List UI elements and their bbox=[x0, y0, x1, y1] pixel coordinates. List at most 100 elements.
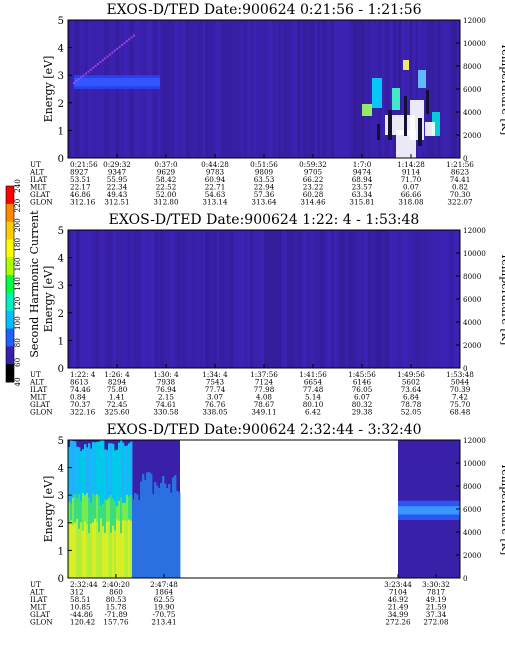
row-label-glat: GLAT bbox=[30, 190, 50, 199]
table-cell: 15.78 bbox=[106, 603, 127, 612]
colorbar-tick-label: 200 bbox=[13, 218, 22, 232]
noise-stripe bbox=[230, 20, 234, 158]
table-cell: 9809 bbox=[255, 168, 274, 177]
table-cell: 7124 bbox=[255, 378, 274, 387]
noise-stripe bbox=[387, 20, 391, 158]
y-tick-label: 3 bbox=[58, 281, 64, 292]
spectrogram-panel-2: EXOS-D/TED Date:900624 1:22: 4 - 1:53:48… bbox=[5, 179, 505, 417]
spectrum-peak bbox=[98, 531, 101, 578]
noise-stripe bbox=[362, 20, 366, 158]
noise-stripe bbox=[143, 230, 147, 368]
spectrogram-image bbox=[68, 440, 460, 578]
table-cell: 80.10 bbox=[303, 400, 324, 409]
noise-stripe bbox=[261, 230, 265, 368]
noise-stripe bbox=[250, 230, 254, 368]
table-cell: 68.48 bbox=[450, 408, 471, 417]
y2-tick-label: 2000 bbox=[463, 551, 482, 560]
spectrum-column bbox=[160, 482, 163, 578]
table-cell: 325.60 bbox=[104, 408, 130, 417]
y2-tick-label: 12000 bbox=[463, 226, 486, 235]
noise-stripe bbox=[454, 20, 458, 158]
table-cell: 70.37 bbox=[70, 400, 91, 409]
noise-stripe bbox=[264, 20, 268, 158]
spectrum-peak bbox=[94, 518, 97, 578]
noise-stripe bbox=[387, 230, 391, 368]
noise-stripe bbox=[90, 230, 94, 368]
noise-stripe bbox=[384, 230, 388, 368]
y2-tick-label: 6000 bbox=[463, 505, 482, 514]
table-cell: 66.22 bbox=[303, 175, 324, 184]
noise-stripe bbox=[163, 20, 167, 158]
noise-stripe bbox=[415, 230, 419, 368]
table-cell: 7.42 bbox=[452, 393, 468, 402]
spectrum-column bbox=[162, 475, 165, 578]
noise-stripe bbox=[272, 230, 276, 368]
noise-stripe bbox=[157, 230, 161, 368]
colorbar-segment bbox=[6, 310, 14, 330]
diagonal-speckle bbox=[109, 53, 111, 56]
noise-stripe bbox=[378, 230, 382, 368]
noise-stripe bbox=[236, 20, 240, 158]
noise-stripe bbox=[73, 230, 77, 368]
table-cell: 7543 bbox=[206, 378, 225, 387]
noise-stripe bbox=[348, 230, 352, 368]
table-cell: 80.32 bbox=[352, 400, 373, 409]
spectrum-column bbox=[154, 482, 157, 578]
table-cell: 2:40:20 bbox=[102, 580, 130, 589]
table-cell: 23.22 bbox=[303, 183, 324, 192]
noise-stripe bbox=[264, 230, 268, 368]
noise-stripe bbox=[395, 230, 399, 368]
noise-stripe bbox=[219, 20, 223, 158]
noise-stripe bbox=[451, 230, 455, 368]
noise-stripe bbox=[367, 20, 371, 158]
noise-stripe bbox=[199, 230, 203, 368]
noise-stripe bbox=[370, 230, 374, 368]
diagonal-speckle bbox=[92, 66, 95, 69]
noise-stripe bbox=[196, 20, 200, 158]
noise-stripe bbox=[191, 230, 195, 368]
spectrum-column bbox=[148, 472, 151, 578]
colorbar-tick-label: 60 bbox=[13, 357, 22, 367]
noise-stripe bbox=[182, 20, 186, 158]
table-cell: 53.51 bbox=[70, 175, 91, 184]
spectrum-peak bbox=[116, 519, 119, 578]
table-cell: 1:21:56 bbox=[446, 160, 474, 169]
colorbar-tick-label: 180 bbox=[13, 238, 22, 252]
table-cell: 78.78 bbox=[401, 400, 422, 409]
table-cell: 73.64 bbox=[401, 385, 422, 394]
y-tick-label: 2 bbox=[58, 309, 64, 320]
spectrum-peak bbox=[108, 521, 111, 578]
spectrum-peak bbox=[82, 530, 85, 578]
noise-stripe bbox=[356, 20, 360, 158]
noise-stripe bbox=[98, 230, 102, 368]
y-tick-label: 0 bbox=[58, 154, 64, 165]
noise-stripe bbox=[219, 230, 223, 368]
colorbar-segment bbox=[6, 257, 14, 276]
table-cell: 349.11 bbox=[251, 408, 276, 417]
row-label-mlt: MLT bbox=[30, 393, 47, 402]
noise-stripe bbox=[331, 230, 335, 368]
diagonal-speckle bbox=[130, 36, 133, 39]
noise-stripe bbox=[429, 20, 433, 158]
table-cell: 2:47:48 bbox=[150, 580, 178, 589]
noise-stripe bbox=[328, 20, 332, 158]
spectrum-peak bbox=[72, 524, 75, 578]
colorbar-tick-label: 240 bbox=[13, 179, 22, 193]
noise-stripe bbox=[194, 20, 198, 158]
table-cell: 9629 bbox=[157, 168, 176, 177]
table-cell: 52.00 bbox=[156, 190, 177, 199]
noise-stripe bbox=[286, 20, 290, 158]
y-tick-label: 0 bbox=[58, 574, 64, 585]
table-cell: 6.42 bbox=[305, 408, 321, 417]
table-cell: 312 bbox=[70, 588, 84, 597]
noise-stripe bbox=[255, 230, 259, 368]
table-cell: 312.80 bbox=[153, 198, 179, 207]
table-cell: 313.64 bbox=[251, 198, 277, 207]
noise-stripe bbox=[205, 230, 209, 368]
table-cell: 5.14 bbox=[305, 393, 321, 402]
noise-stripe bbox=[174, 230, 178, 368]
noise-stripe bbox=[166, 230, 170, 368]
noise-stripe bbox=[297, 230, 301, 368]
panel-title: EXOS-D/TED Date:900624 0:21:56 - 1:21:56 bbox=[106, 2, 421, 18]
